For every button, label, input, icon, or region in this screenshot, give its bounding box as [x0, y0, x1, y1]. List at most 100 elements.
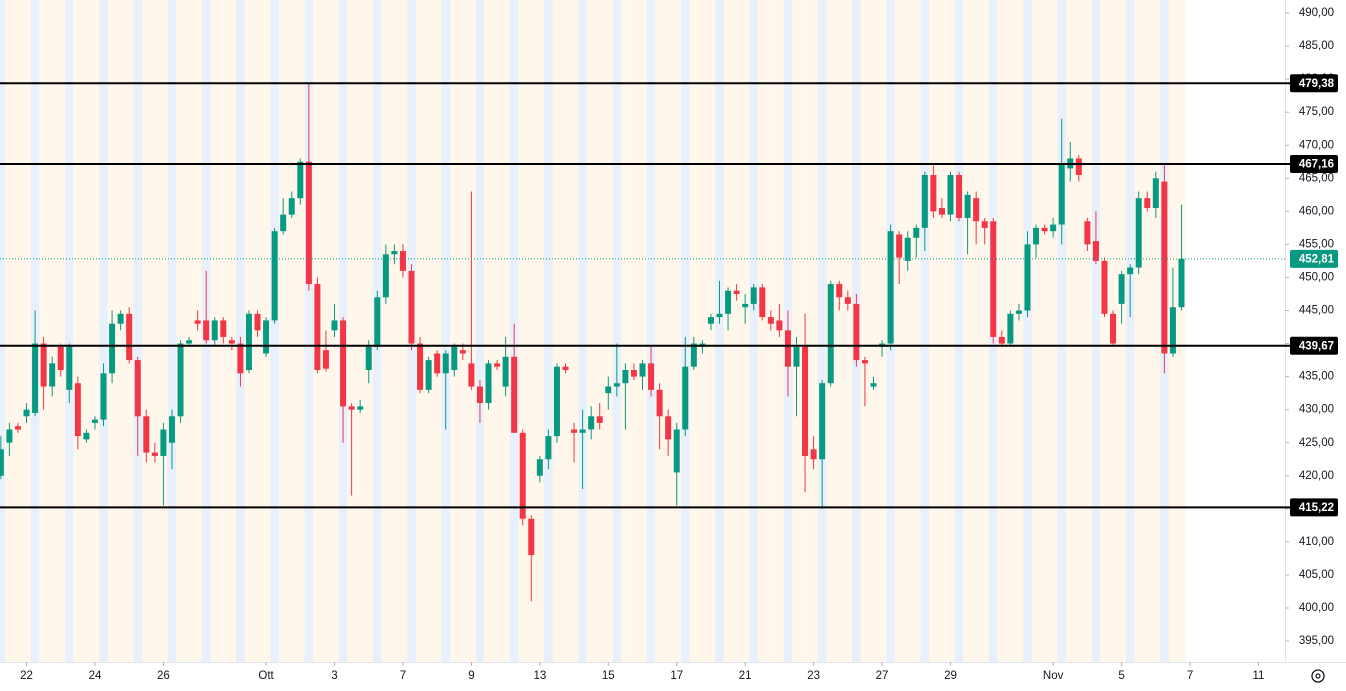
- candle-body: [1169, 307, 1176, 354]
- session-stripe: [980, 0, 989, 662]
- x-tick-label: 3: [331, 670, 337, 682]
- session-stripe: [578, 0, 587, 662]
- y-tick-label: 445,00: [1299, 305, 1334, 317]
- candle-body: [1118, 274, 1125, 304]
- session-stripe: [1048, 0, 1058, 662]
- candle-body: [126, 313, 133, 361]
- candle-body: [921, 174, 928, 228]
- y-tick-label: 450,00: [1299, 271, 1334, 283]
- candle-body: [827, 284, 834, 384]
- candle-body: [716, 313, 723, 318]
- candle-body: [1058, 165, 1065, 225]
- candle-body: [1041, 227, 1048, 232]
- candle-body: [203, 320, 210, 341]
- candle-body: [639, 363, 646, 377]
- candle-body: [733, 290, 740, 294]
- candle-body: [759, 287, 766, 318]
- x-tick-label: 24: [89, 670, 102, 682]
- session-stripe: [0, 0, 6, 662]
- session-stripe: [90, 0, 100, 662]
- candle-body: [1127, 267, 1134, 275]
- y-tick-label: 400,00: [1299, 602, 1334, 614]
- session-stripe: [963, 0, 972, 662]
- session-stripe: [937, 0, 947, 662]
- session-stripe: [475, 0, 485, 662]
- candle-body: [1152, 178, 1159, 209]
- x-tick-label: 9: [468, 670, 474, 682]
- candle-body: [451, 346, 458, 371]
- session-stripe: [1117, 0, 1126, 662]
- candle-body: [622, 370, 629, 384]
- candle-body: [322, 350, 329, 369]
- candle-body: [476, 386, 483, 404]
- candle-body: [1144, 198, 1151, 209]
- y-tick-label: 420,00: [1299, 470, 1334, 482]
- x-tick-label: 11: [1253, 670, 1265, 682]
- candle-body: [938, 208, 945, 215]
- session-stripe: [646, 0, 656, 662]
- session-stripe: [1040, 0, 1049, 662]
- candle-body: [434, 353, 441, 374]
- candle-body: [767, 317, 774, 324]
- candle-body: [502, 356, 509, 387]
- candle-body: [91, 419, 98, 423]
- session-stripe: [364, 0, 374, 662]
- candle-body: [459, 350, 466, 354]
- x-tick-label: 21: [739, 670, 752, 682]
- candle-body: [74, 383, 81, 437]
- candle-body: [947, 174, 954, 215]
- session-stripe: [680, 0, 690, 662]
- candle-body: [1110, 313, 1117, 344]
- candle-body: [511, 356, 518, 433]
- session-stripe: [527, 0, 536, 662]
- session-stripe: [869, 0, 878, 662]
- candle-body: [66, 346, 73, 390]
- candle-body: [1092, 241, 1099, 261]
- candle-body: [750, 287, 757, 304]
- candle-body: [571, 429, 578, 433]
- session-stripe: [817, 0, 827, 662]
- session-stripe: [1177, 0, 1186, 662]
- session-stripe: [920, 0, 930, 662]
- level-label: 467,16: [1299, 159, 1334, 171]
- candle-body: [331, 320, 338, 331]
- candle-body: [853, 303, 860, 361]
- candle-body: [391, 251, 398, 255]
- session-stripe: [809, 0, 818, 662]
- level-label: 479,38: [1299, 78, 1335, 90]
- session-stripe: [398, 0, 408, 662]
- candle-body: [305, 161, 312, 285]
- candle-body: [485, 363, 492, 404]
- session-stripe: [39, 0, 48, 662]
- session-stripe: [381, 0, 391, 662]
- x-tick-label: 15: [602, 670, 615, 682]
- candle-body: [348, 406, 355, 410]
- session-stripe: [544, 0, 553, 662]
- session-stripe: [595, 0, 605, 662]
- session-stripe: [1142, 0, 1152, 662]
- candle-body: [725, 290, 732, 314]
- session-stripe: [894, 0, 904, 662]
- candle-body: [1075, 158, 1082, 175]
- candle-body: [1135, 198, 1142, 268]
- candle-body: [1015, 310, 1022, 314]
- session-stripe: [270, 0, 279, 662]
- candle-body: [776, 320, 783, 331]
- session-stripe: [552, 0, 562, 662]
- x-tick-label: 17: [670, 670, 683, 682]
- session-stripe: [150, 0, 160, 662]
- session-stripe: [689, 0, 699, 662]
- candle-body: [109, 323, 116, 374]
- candle-body: [6, 429, 13, 443]
- candle-body: [861, 360, 868, 364]
- session-stripe: [715, 0, 724, 662]
- session-stripe: [484, 0, 493, 662]
- candle-body: [690, 343, 697, 367]
- candle-body: [904, 237, 911, 261]
- settings-icon[interactable]: [1311, 669, 1325, 683]
- session-stripe: [193, 0, 202, 662]
- candle-body: [648, 363, 655, 390]
- x-tick-label: 26: [157, 670, 170, 682]
- candle-body: [553, 366, 560, 437]
- candle-body: [1101, 260, 1108, 314]
